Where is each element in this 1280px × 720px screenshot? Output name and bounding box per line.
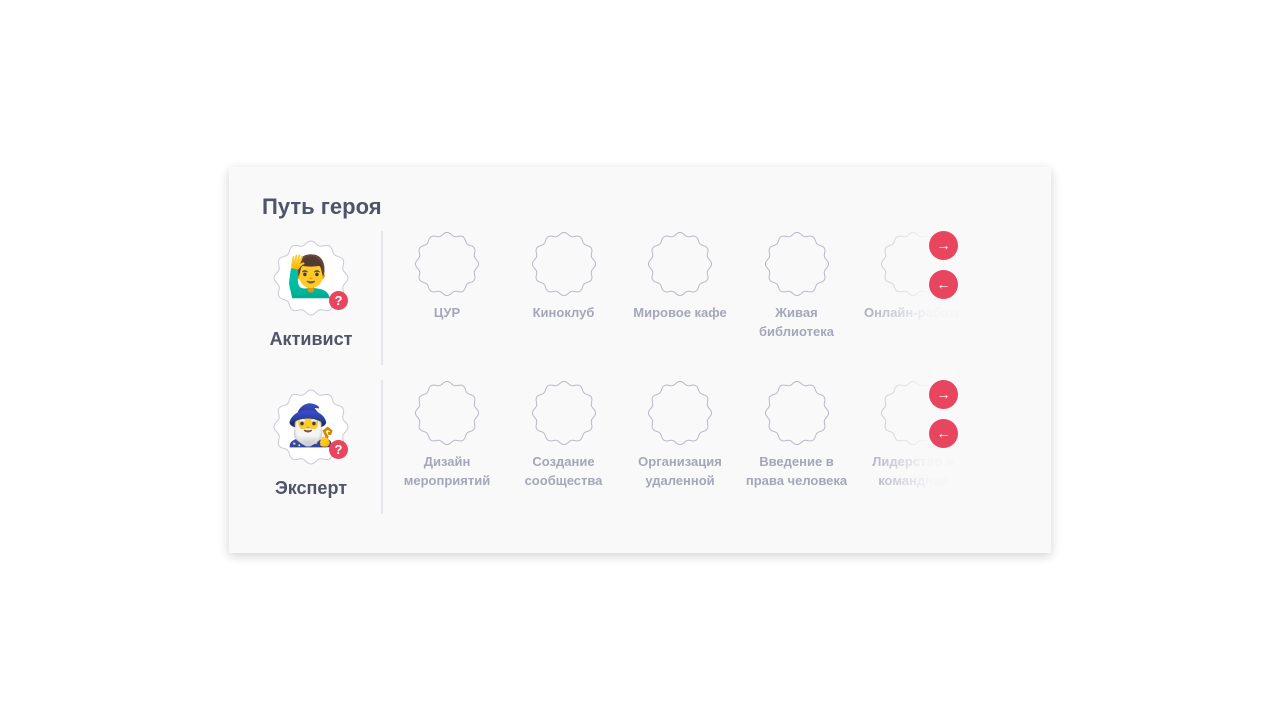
- achievement-label: Введение в права человека: [745, 454, 848, 488]
- hero-avatar: 🙋‍♂️: [286, 255, 336, 299]
- badge-outline-icon: [531, 380, 596, 446]
- prev-arrow-button[interactable]: ←: [929, 270, 958, 299]
- achievement-label: Мировое кафе: [633, 305, 727, 320]
- achievement-item[interactable]: Организация удаленной: [622, 380, 738, 490]
- prev-arrow-button[interactable]: ←: [929, 419, 958, 448]
- hero-name: Эксперт: [274, 478, 348, 498]
- badge-outline-icon: [647, 380, 713, 446]
- achievement-label: Дизайн мероприятий: [403, 454, 491, 488]
- achievement-item[interactable]: Живая библиотека: [739, 231, 855, 341]
- achievement-item[interactable]: Дизайн мероприятий: [389, 380, 505, 490]
- achievement-label: Киноклуб: [532, 305, 595, 320]
- next-arrow-button[interactable]: →: [929, 380, 958, 409]
- help-icon[interactable]: ?: [329, 291, 348, 310]
- achievement-item[interactable]: Введение в права человека: [739, 380, 855, 490]
- page-title: Путь героя: [262, 194, 382, 219]
- help-icon[interactable]: ?: [329, 440, 348, 459]
- achievement-item[interactable]: Создание сообщества: [506, 380, 622, 490]
- hero-avatar: 🧙‍♂️: [286, 404, 336, 448]
- hero-name: Активист: [269, 329, 353, 349]
- next-arrow-button[interactable]: →: [929, 231, 958, 260]
- achievement-label: ЦУР: [433, 305, 461, 320]
- badge-outline-icon: [764, 231, 829, 297]
- divider: [381, 380, 383, 514]
- divider: [381, 231, 383, 365]
- badge-outline-icon: [764, 380, 829, 446]
- badge-outline-icon: [531, 231, 596, 297]
- achievement-item[interactable]: ЦУР: [389, 231, 505, 341]
- hero-row: 🧙‍♂️ ? Эксперт Дизайн мероприятий Создан…: [229, 380, 1051, 514]
- achievement-label: Живая библиотека: [759, 305, 834, 339]
- badge-outline-icon: [414, 231, 480, 297]
- hero-row: 🙋‍♂️ ? Активист ЦУР Киноклуб Мировое каф…: [229, 231, 1051, 365]
- achievement-label: Создание сообщества: [524, 454, 603, 488]
- achievement-label: Организация удаленной: [638, 454, 722, 488]
- hero-path-card: Путь героя 🙋‍♂️ ? Активист ЦУР Киноклуб …: [229, 167, 1051, 553]
- achievement-item[interactable]: Киноклуб: [506, 231, 622, 341]
- achievement-item[interactable]: Мировое кафе: [622, 231, 738, 341]
- badge-outline-icon: [647, 231, 713, 297]
- badge-outline-icon: [414, 380, 480, 446]
